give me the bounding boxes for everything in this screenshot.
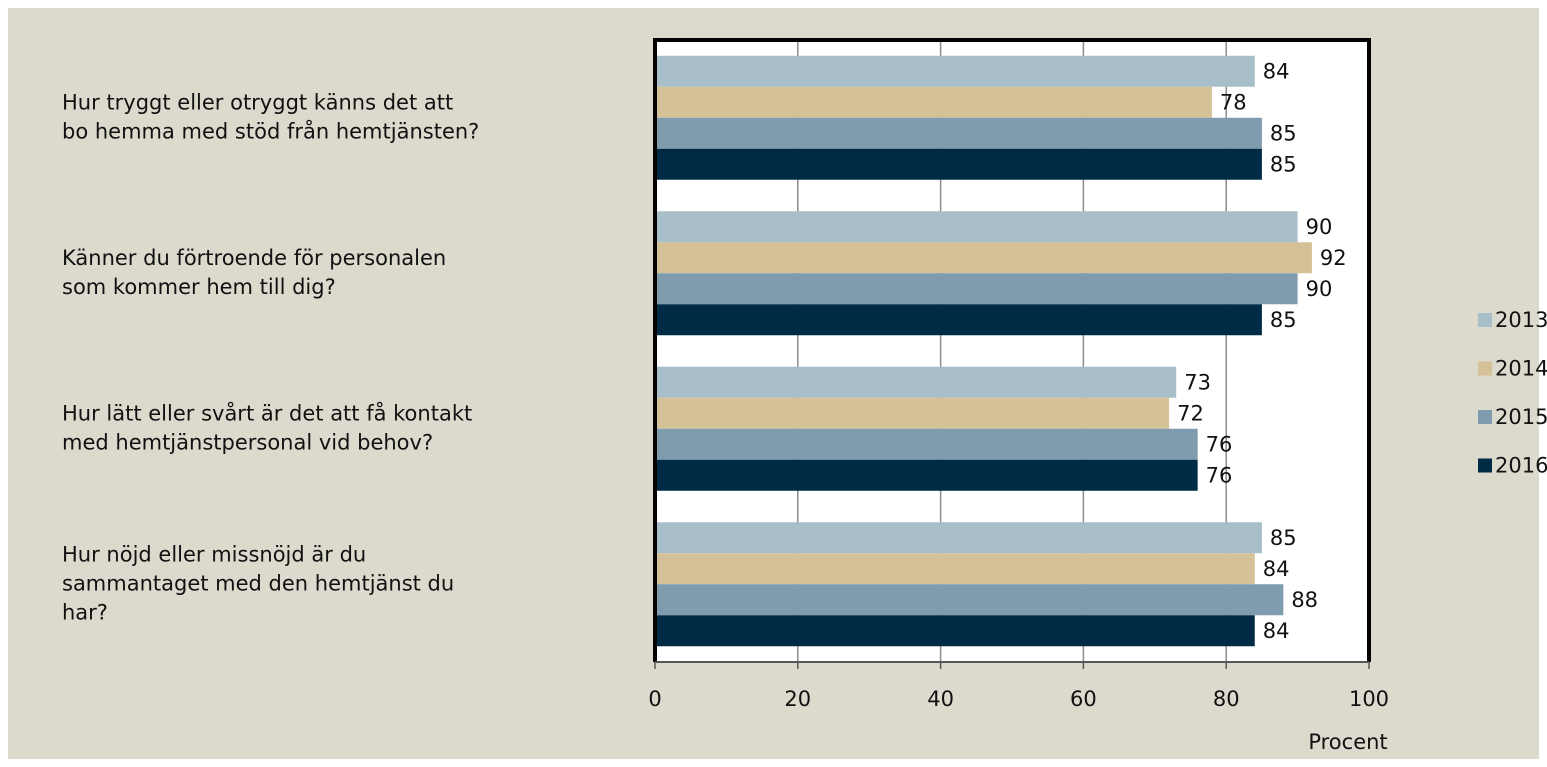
data-label: 85: [1270, 121, 1297, 145]
data-label: 76: [1206, 463, 1233, 487]
bar: [655, 615, 1255, 647]
x-tick-label: 60: [1070, 687, 1097, 711]
data-label: 85: [1270, 152, 1297, 176]
data-label: 78: [1220, 90, 1247, 114]
x-tick-label: 40: [927, 687, 954, 711]
data-label: 92: [1320, 246, 1347, 270]
legend-label: 2014: [1495, 357, 1547, 381]
x-tick-label: 0: [648, 687, 661, 711]
bar: [655, 211, 1298, 243]
data-label: 90: [1306, 215, 1333, 239]
data-label: 85: [1270, 308, 1297, 332]
legend-swatch: [1478, 361, 1492, 376]
bar: [655, 86, 1212, 118]
bar: [655, 148, 1262, 180]
bar: [655, 428, 1198, 460]
x-axis-label: Procent: [1308, 730, 1387, 754]
bar: [655, 273, 1298, 305]
y-tick-label: Hur tryggt eller otryggt känns det att bo…: [62, 90, 479, 143]
bar: [655, 553, 1255, 585]
bar: [655, 117, 1262, 149]
bar: [655, 397, 1170, 429]
bar: [655, 366, 1177, 398]
data-label: 84: [1263, 557, 1290, 581]
legend-label: 2013: [1495, 308, 1547, 332]
data-label: 90: [1306, 277, 1333, 301]
y-tick-label: Hur lätt eller svårt är det att få konta…: [62, 400, 472, 454]
y-tick-label: Hur nöjd eller missnöjd är du sammantaget…: [62, 542, 454, 624]
data-label: 73: [1184, 370, 1211, 394]
data-label: 84: [1263, 619, 1290, 643]
bar: [655, 304, 1262, 336]
y-tick-label: Känner du förtroende för personalen som k…: [62, 246, 446, 299]
legend-label: 2016: [1495, 454, 1547, 478]
data-label: 72: [1177, 401, 1204, 425]
bar: [655, 242, 1312, 274]
legend-swatch: [1478, 410, 1492, 424]
x-tick-label: 80: [1213, 687, 1240, 711]
x-tick-label: 20: [784, 687, 811, 711]
bar: [655, 459, 1198, 491]
bar: [655, 522, 1262, 554]
data-label: 85: [1270, 526, 1297, 550]
legend-swatch: [1478, 458, 1492, 473]
bar: [655, 55, 1255, 87]
legend-swatch: [1478, 313, 1492, 327]
data-label: 84: [1263, 59, 1290, 83]
legend-label: 2015: [1495, 405, 1547, 429]
x-tick-label: 100: [1349, 687, 1389, 711]
bar: [655, 584, 1284, 616]
data-label: 88: [1291, 588, 1318, 612]
data-label: 76: [1206, 432, 1233, 456]
